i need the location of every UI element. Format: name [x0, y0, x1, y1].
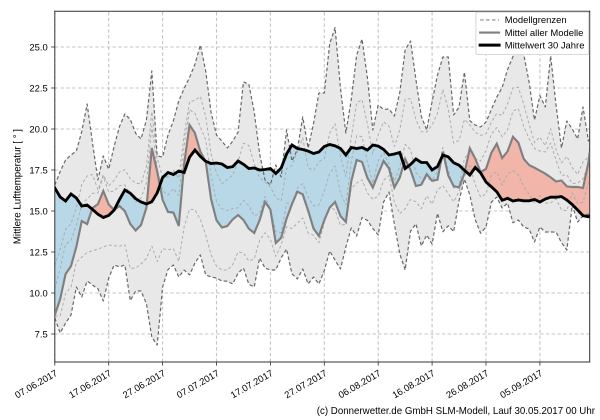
svg-text:10.0: 10.0 — [29, 288, 47, 299]
svg-text:15.0: 15.0 — [29, 206, 47, 217]
svg-text:Modellgrenzen: Modellgrenzen — [505, 15, 567, 26]
svg-text:(c) Donnerwetter.de GmbH SLM-M: (c) Donnerwetter.de GmbH SLM-Modell, Lau… — [317, 406, 596, 417]
svg-text:20.0: 20.0 — [29, 124, 47, 135]
svg-text:12.5: 12.5 — [29, 247, 47, 258]
svg-text:Mittel aller Modelle: Mittel aller Modelle — [505, 28, 584, 39]
svg-text:7.5: 7.5 — [35, 329, 48, 340]
svg-text:17.5: 17.5 — [29, 165, 47, 176]
svg-text:Mittelwert 30 Jahre: Mittelwert 30 Jahre — [505, 40, 585, 51]
svg-text:22.5: 22.5 — [29, 83, 47, 94]
svg-text:25.0: 25.0 — [29, 42, 47, 53]
svg-text:Mittlere Lufttemperatur [ ° ]: Mittlere Lufttemperatur [ ° ] — [12, 129, 23, 244]
